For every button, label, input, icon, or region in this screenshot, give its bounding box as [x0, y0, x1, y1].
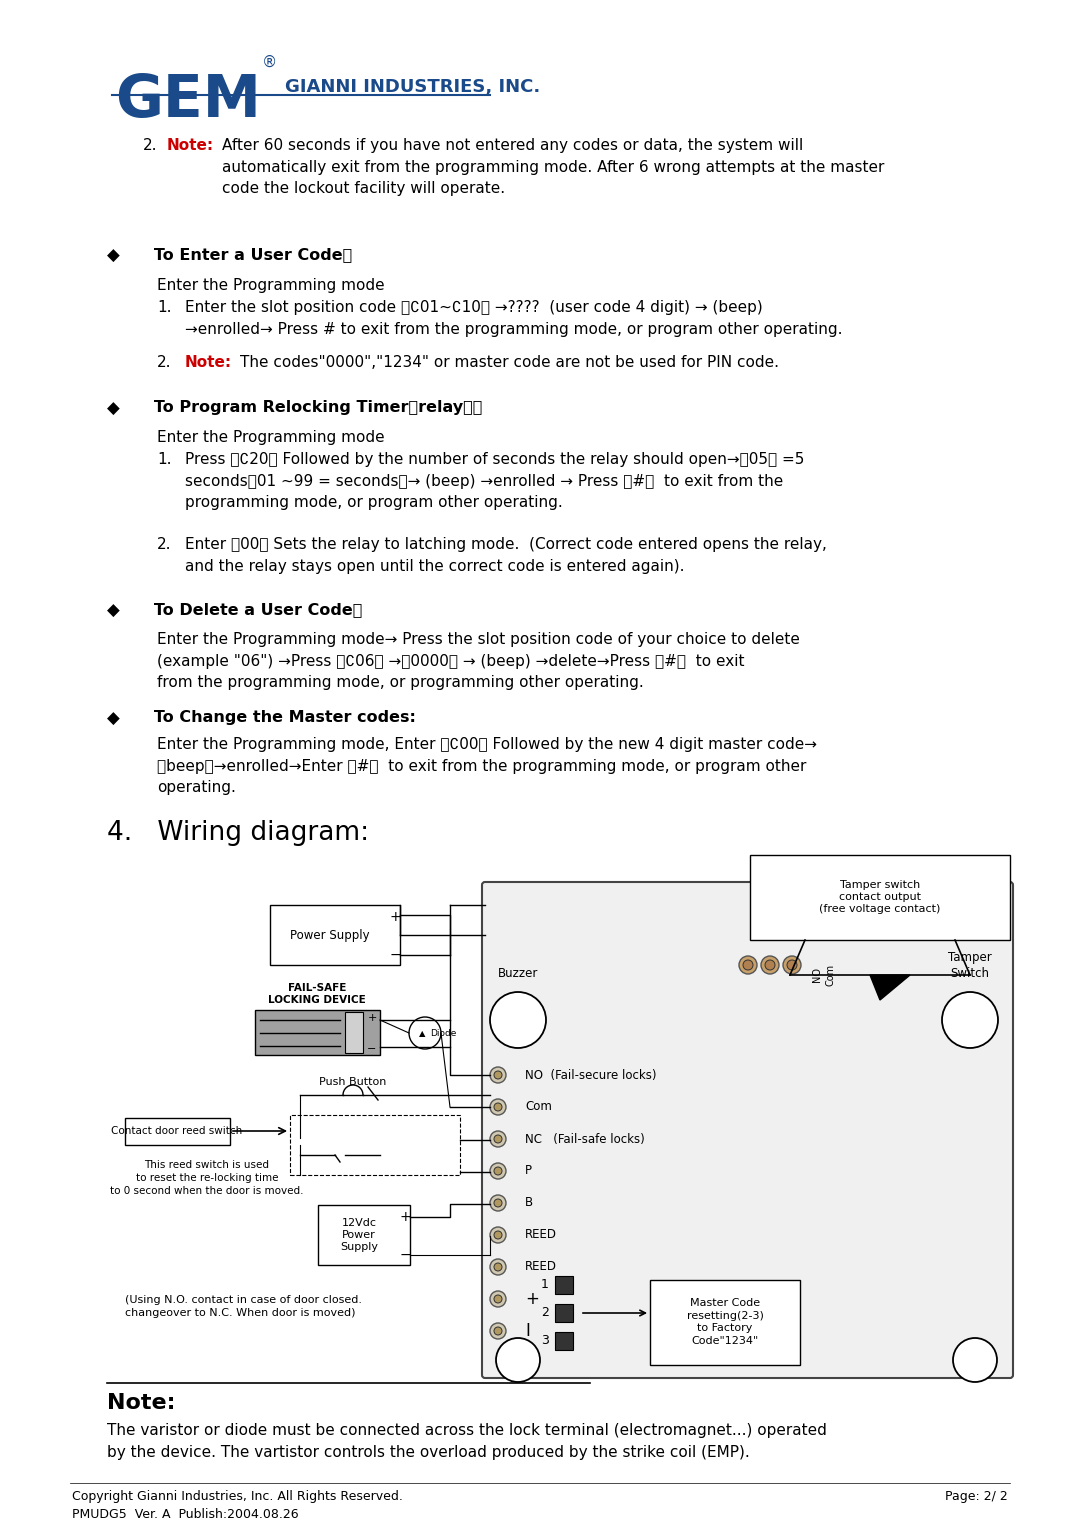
Text: Enter 「00」 Sets the relay to latching mode.  (Correct code entered opens the rel: Enter 「00」 Sets the relay to latching mo… — [185, 538, 827, 574]
Text: Enter the slot position code 「∁01~∁10」 →????  (user code 4 digit) → (beep)
→enro: Enter the slot position code 「∁01~∁10」 →… — [185, 299, 842, 336]
Text: ◆: ◆ — [107, 247, 120, 266]
Text: +: + — [400, 1209, 410, 1225]
Circle shape — [953, 1338, 997, 1382]
Text: Page: 2/ 2: Page: 2/ 2 — [945, 1490, 1008, 1503]
Text: Power Supply: Power Supply — [291, 928, 369, 942]
Circle shape — [490, 1132, 507, 1147]
Text: 2.: 2. — [157, 538, 172, 551]
Text: After 60 seconds if you have not entered any codes or data, the system will
auto: After 60 seconds if you have not entered… — [222, 137, 885, 195]
Text: Tamper switch
contact output
(free voltage contact): Tamper switch contact output (free volta… — [820, 880, 941, 915]
Text: 2.: 2. — [157, 354, 172, 370]
Text: The varistor or diode must be connected across the lock terminal (electromagnet.: The varistor or diode must be connected … — [107, 1423, 827, 1460]
Text: 1.: 1. — [157, 299, 172, 315]
Text: 1: 1 — [541, 1278, 549, 1292]
Circle shape — [490, 1099, 507, 1115]
Text: FAIL-SAFE
LOCKING DEVICE: FAIL-SAFE LOCKING DEVICE — [268, 982, 366, 1005]
Circle shape — [942, 993, 998, 1048]
Text: 3: 3 — [541, 1335, 549, 1347]
Text: This reed switch is used
to reset the re-locking time
to 0 second when the door : This reed switch is used to reset the re… — [110, 1161, 303, 1196]
Text: Diode: Diode — [430, 1029, 457, 1037]
Text: −: − — [389, 948, 401, 962]
Text: Note:: Note: — [167, 137, 214, 153]
Text: Buzzer: Buzzer — [498, 967, 538, 980]
Circle shape — [494, 1327, 502, 1335]
Text: Contact door reed switch: Contact door reed switch — [111, 1125, 243, 1136]
Text: Enter the Programming mode: Enter the Programming mode — [157, 278, 384, 293]
Text: ◆: ◆ — [107, 710, 120, 728]
Circle shape — [494, 1199, 502, 1206]
Text: GEM: GEM — [114, 72, 261, 128]
Circle shape — [490, 1258, 507, 1275]
Text: Note:: Note: — [185, 354, 232, 370]
Text: +: + — [389, 910, 401, 924]
Text: +: + — [525, 1290, 539, 1309]
Text: The codes"0000","1234" or master code are not be used for PIN code.: The codes"0000","1234" or master code ar… — [240, 354, 779, 370]
Text: Enter the Programming mode, Enter 「∁00」 Followed by the new 4 digit master code→: Enter the Programming mode, Enter 「∁00」 … — [157, 738, 816, 796]
Text: ▲: ▲ — [419, 1029, 426, 1038]
Text: 2.: 2. — [143, 137, 158, 153]
Text: NO: NO — [812, 968, 822, 982]
Bar — [750, 855, 1010, 941]
Text: B: B — [525, 1197, 534, 1209]
Circle shape — [739, 956, 757, 974]
Text: +: + — [367, 1012, 377, 1023]
Text: To Program Relocking Timer（relay）：: To Program Relocking Timer（relay）： — [137, 400, 483, 415]
Text: NO  (Fail-secure locks): NO (Fail-secure locks) — [525, 1069, 657, 1081]
Circle shape — [494, 1295, 502, 1303]
Circle shape — [783, 956, 801, 974]
Circle shape — [494, 1102, 502, 1112]
Bar — [270, 906, 400, 965]
FancyBboxPatch shape — [482, 883, 1013, 1377]
Text: GIANNI INDUSTRIES, INC.: GIANNI INDUSTRIES, INC. — [285, 78, 540, 96]
Bar — [125, 1118, 230, 1145]
Text: Master Code
resetting(2-3)
to Factory
Code"1234": Master Code resetting(2-3) to Factory Co… — [687, 1298, 764, 1345]
Text: Com: Com — [525, 1101, 552, 1113]
Circle shape — [490, 993, 546, 1048]
Text: Push Button: Push Button — [320, 1077, 387, 1087]
Text: −: − — [400, 1248, 410, 1261]
Circle shape — [494, 1070, 502, 1080]
Circle shape — [490, 1196, 507, 1211]
Text: 12Vdc
Power
Supply: 12Vdc Power Supply — [340, 1217, 378, 1252]
Circle shape — [765, 960, 775, 970]
Bar — [291, 1115, 460, 1174]
Text: To Enter a User Code：: To Enter a User Code： — [137, 247, 352, 263]
Bar — [650, 1280, 800, 1365]
Circle shape — [490, 1228, 507, 1243]
Text: REED: REED — [525, 1260, 557, 1274]
Text: 4.   Wiring diagram:: 4. Wiring diagram: — [107, 820, 369, 846]
Bar — [555, 1332, 573, 1350]
Circle shape — [743, 960, 753, 970]
Text: I: I — [525, 1322, 530, 1341]
Text: (Using N.O. contact in case of door closed.
changeover to N.C. When door is move: (Using N.O. contact in case of door clos… — [125, 1295, 362, 1318]
Bar — [555, 1277, 573, 1293]
Circle shape — [787, 960, 797, 970]
Text: Copyright Gianni Industries, Inc. All Rights Reserved.
PMUDG5  Ver. A  Publish:2: Copyright Gianni Industries, Inc. All Ri… — [72, 1490, 403, 1521]
Circle shape — [490, 1067, 507, 1083]
Text: ®: ® — [262, 55, 278, 70]
Circle shape — [490, 1164, 507, 1179]
Circle shape — [761, 956, 779, 974]
Text: Enter the Programming mode→ Press the slot position code of your choice to delet: Enter the Programming mode→ Press the sl… — [157, 632, 800, 690]
Text: Note:: Note: — [107, 1393, 175, 1412]
Circle shape — [494, 1263, 502, 1270]
Text: 1.: 1. — [157, 452, 172, 467]
Polygon shape — [870, 976, 910, 1000]
Text: To Change the Master codes:: To Change the Master codes: — [137, 710, 416, 725]
Bar — [345, 1012, 363, 1054]
Text: P: P — [525, 1165, 532, 1177]
Circle shape — [490, 1290, 507, 1307]
Bar — [555, 1304, 573, 1322]
Text: Tamper
Switch: Tamper Switch — [948, 951, 991, 980]
Circle shape — [490, 1322, 507, 1339]
Text: ◆: ◆ — [107, 400, 120, 418]
Text: NC   (Fail-safe locks): NC (Fail-safe locks) — [525, 1133, 645, 1145]
Circle shape — [496, 1338, 540, 1382]
Bar — [318, 1205, 410, 1264]
Bar — [255, 1009, 380, 1055]
Text: −: − — [367, 1044, 377, 1054]
Circle shape — [494, 1231, 502, 1238]
Circle shape — [409, 1017, 441, 1049]
Text: ◆: ◆ — [107, 602, 120, 620]
Text: REED: REED — [525, 1229, 557, 1241]
